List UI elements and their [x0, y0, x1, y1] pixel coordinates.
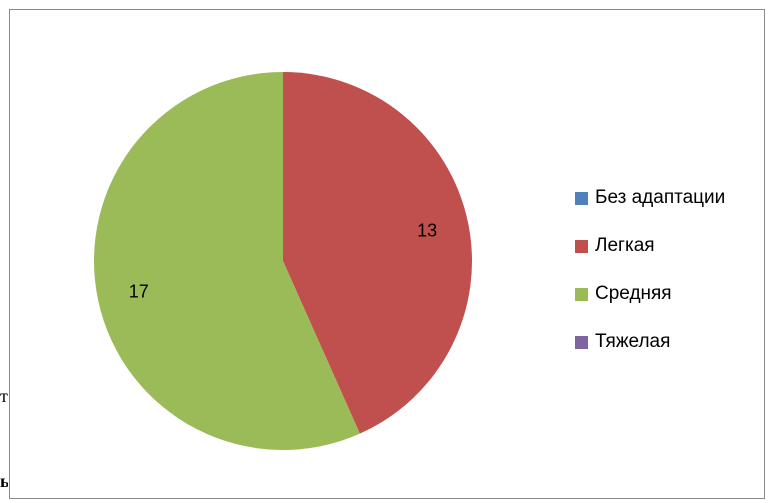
legend-swatch-srednyaya [575, 287, 588, 301]
legend-label-legkaya: Легкая [595, 235, 655, 256]
legend-swatch-legkaya [575, 239, 588, 253]
pie-slice-3 [93, 72, 360, 451]
legend-item-bez-adaptatsii: Без адаптации [575, 186, 725, 210]
legend-item-tyazhelaya: Тяжелая [575, 330, 725, 354]
data-label-2: 13 [417, 220, 437, 240]
pie-chart: 13 17 [93, 72, 472, 451]
legend-label-srednyaya: Средняя [595, 283, 672, 304]
legend-item-srednyaya: Средняя [575, 282, 725, 306]
data-label-3: 17 [129, 282, 149, 302]
chart-frame: 13 17 Без адаптации Легкая Средняя Тяжела… [9, 9, 765, 499]
legend: Без адаптации Легкая Средняя Тяжелая [575, 186, 725, 378]
edge-text-fragment-2: ь [0, 471, 8, 491]
pie-slices [93, 72, 472, 451]
pie-data-labels: 13 17 [129, 220, 437, 301]
pie-slice-2 [283, 72, 472, 434]
legend-item-legkaya: Легкая [575, 234, 725, 258]
legend-swatch-tyazhelaya [575, 335, 588, 349]
legend-label-bez-adaptatsii: Без адаптации [595, 187, 726, 208]
edge-text-fragment-1: ті [0, 386, 8, 406]
legend-swatch-bez-adaptatsii [575, 191, 588, 205]
legend-label-tyazhelaya: Тяжелая [595, 331, 671, 352]
